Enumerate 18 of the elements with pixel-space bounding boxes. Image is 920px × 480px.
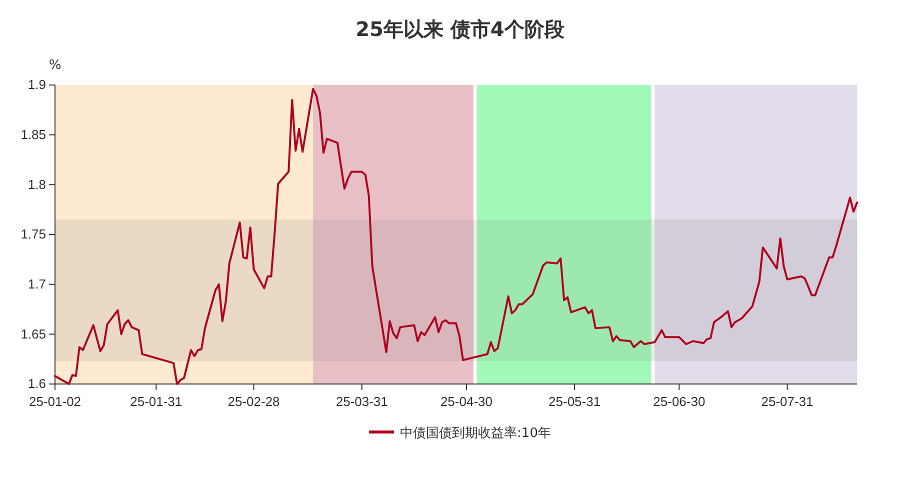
x-tick-label: 25-07-31 [761, 394, 814, 409]
x-tick-label: 25-05-31 [548, 394, 601, 409]
x-tick-label: 25-06-30 [653, 394, 706, 409]
x-tick-label: 25-02-28 [228, 394, 280, 409]
x-tick-label: 25-01-31 [130, 394, 182, 409]
chart-title: 25年以来 债市4个阶段 [356, 17, 566, 41]
y-tick-label: 1.9 [28, 77, 46, 92]
y-tick-label: 1.75 [20, 226, 46, 242]
y-tick-label: 1.65 [20, 326, 46, 342]
x-tick-label: 25-01-02 [28, 394, 82, 409]
x-tick-label: 25-04-30 [440, 394, 492, 409]
y-tick-label: 1.8 [28, 176, 46, 192]
legend-label: 中债国债到期收益率:10年 [400, 425, 551, 441]
y-tick-label: 1.7 [28, 276, 46, 292]
x-tick-label: 25-03-31 [336, 394, 388, 409]
y-tick-label: 1.6 [28, 376, 46, 392]
y-tick-label: 1.85 [20, 126, 46, 142]
y-axis-title: % [48, 58, 62, 73]
